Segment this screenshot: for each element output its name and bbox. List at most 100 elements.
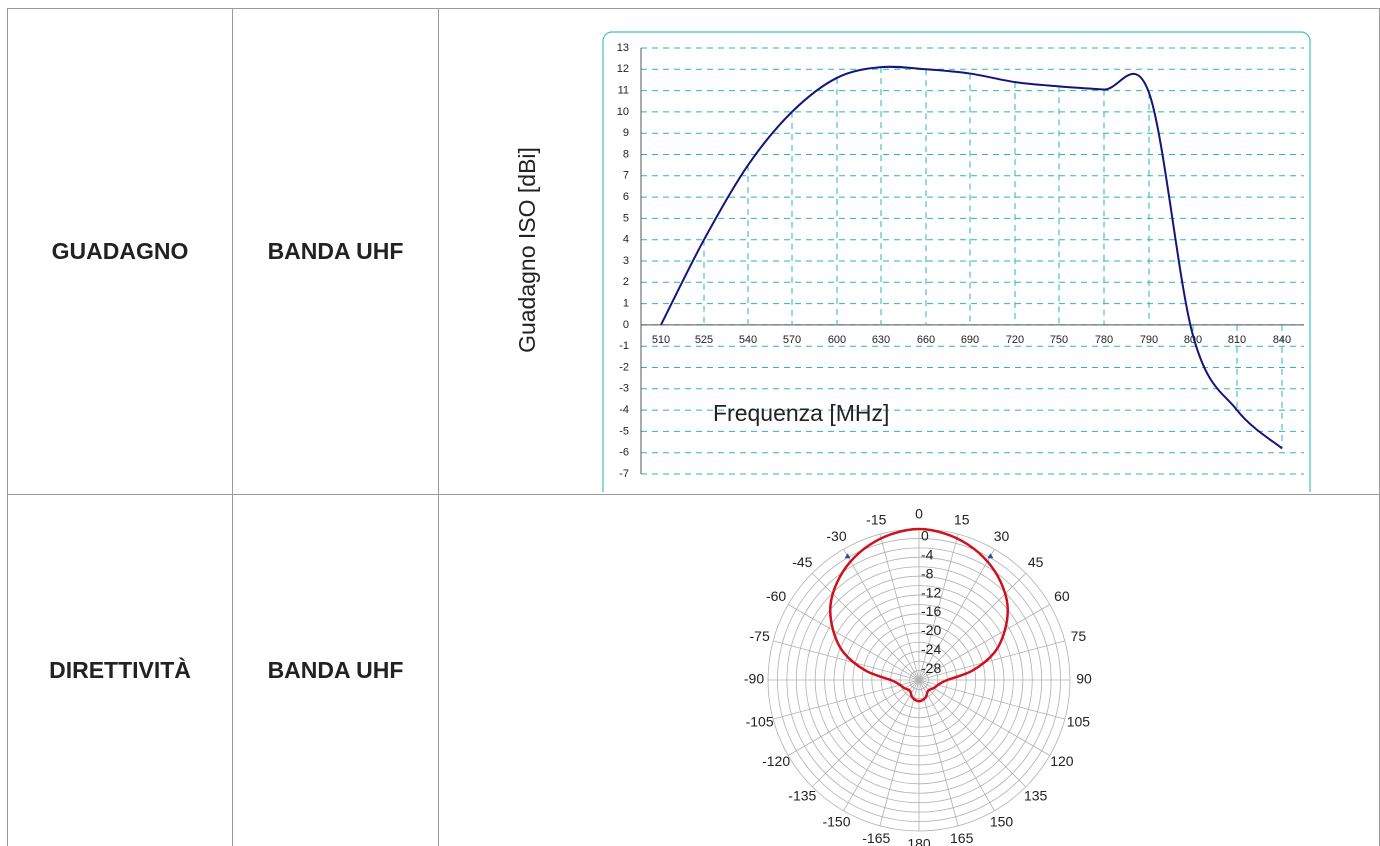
gain-chart-x-ticks: 510 525 540 570 600 630 660 690 720 750 780 790 800 8… <box>652 334 1291 346</box>
polar-grid <box>767 528 1071 832</box>
polar-grid-spoke <box>773 640 920 681</box>
gain-y-tick-label: -3 <box>619 383 629 395</box>
polar-markers <box>844 553 994 559</box>
gain-x-tick-label: 690 <box>961 334 979 346</box>
directivity-polar-chart: 0 153045607590105120135150165180-165-150-… <box>744 506 1092 846</box>
gain-y-tick-label: 7 <box>623 170 629 182</box>
polar-angle-label: 165 <box>950 830 974 846</box>
polar-grid-spoke <box>918 604 1050 681</box>
gain-chart-border <box>602 31 1311 492</box>
polar-radial-label: -20 <box>921 622 941 638</box>
polar-grid-spoke <box>843 679 920 811</box>
gain-x-tick-label: 570 <box>783 334 801 346</box>
polar-grid-spoke <box>773 679 920 720</box>
polar-grid-spoke <box>879 534 920 681</box>
polar-grid-spoke <box>811 679 920 788</box>
polar-angle-label: 105 <box>1067 713 1091 729</box>
gain-x-tick-label: 810 <box>1228 334 1246 346</box>
gain-y-tick-label: -1 <box>619 340 629 352</box>
row-directivity-band: BANDA UHF <box>267 657 404 683</box>
gain-y-tick-label: 6 <box>623 191 629 203</box>
gain-y-tick-label: 1 <box>623 298 629 310</box>
polar-marker <box>987 553 994 559</box>
polar-angle-label: 15 <box>954 511 970 527</box>
polar-angle-label: -30 <box>826 528 846 544</box>
polar-grid-spoke <box>918 679 995 811</box>
gain-chart-grid <box>640 47 1304 475</box>
gain-y-tick-label: 4 <box>623 234 629 246</box>
polar-angle-label: 60 <box>1054 588 1070 604</box>
gain-x-tick-label: 525 <box>695 334 713 346</box>
polar-angle-label: -45 <box>792 554 812 570</box>
gain-y-tick-label: 3 <box>623 255 629 267</box>
gain-y-tick-label: 12 <box>617 63 629 75</box>
polar-angle-label: 135 <box>1024 787 1048 803</box>
polar-angle-label: 120 <box>1050 753 1074 769</box>
polar-angle-label: -90 <box>744 671 764 687</box>
gain-series-line <box>660 65 1283 450</box>
gain-y-tick-label: 2 <box>623 276 629 288</box>
polar-radial-label: 0 <box>921 528 929 544</box>
polar-radial-label: -8 <box>921 565 934 581</box>
table-border-col1 <box>232 8 233 846</box>
gain-x-tick-label: 630 <box>872 334 890 346</box>
polar-grid-spoke <box>918 679 1027 788</box>
polar-angle-label: 150 <box>990 814 1014 830</box>
polar-grid-spoke <box>918 679 959 826</box>
gain-y-tick-label: -5 <box>619 425 629 437</box>
polar-angle-label: 45 <box>1028 554 1044 570</box>
gain-y-tick-label: 5 <box>623 212 629 224</box>
polar-radial-label: -28 <box>921 660 941 676</box>
polar-grid-spoke <box>788 679 920 756</box>
gain-y-tick-label: -4 <box>619 404 629 416</box>
polar-grid-spoke <box>918 549 995 681</box>
polar-angle-label: -150 <box>822 814 850 830</box>
polar-grid-spoke <box>918 534 959 681</box>
polar-grid-spoke <box>918 640 1065 681</box>
row-gain-param: GUADAGNO <box>51 238 189 264</box>
row-gain-band: BANDA UHF <box>267 238 404 264</box>
polar-angle-labels: 0 153045607590105120135150165180-165-150-… <box>744 506 1092 846</box>
gain-y-tick-label: 9 <box>623 127 629 139</box>
table-row-divider <box>7 494 1380 495</box>
gain-y-tick-label: -2 <box>619 361 629 373</box>
polar-grid-spoke <box>918 679 1065 720</box>
table-border-top <box>7 8 1380 9</box>
polar-radial-label: -12 <box>921 584 941 600</box>
table-border-col2 <box>438 8 439 846</box>
gain-x-tick-label: 540 <box>739 334 757 346</box>
polar-angle-label: -60 <box>766 588 786 604</box>
polar-grid-spoke <box>788 604 920 681</box>
polar-angle-label: 90 <box>1076 671 1092 687</box>
polar-grid-spoke <box>918 679 1050 756</box>
polar-angle-label: 75 <box>1071 628 1087 644</box>
polar-grid-spoke <box>918 572 1027 681</box>
polar-radial-label: -24 <box>921 641 941 657</box>
gain-x-tick-label: 800 <box>1184 334 1202 346</box>
polar-angle-label: -135 <box>788 787 816 803</box>
polar-angle-label: 180 <box>907 836 931 846</box>
gain-x-tick-label: 840 <box>1273 334 1291 346</box>
gain-y-tick-label: 13 <box>617 42 629 54</box>
gain-y-tick-label: 8 <box>623 148 629 160</box>
polar-marker <box>844 553 851 559</box>
row-directivity-param: DIRETTIVITÀ <box>49 657 191 683</box>
gain-y-tick-label: 10 <box>617 106 629 118</box>
gain-x-tick-label: 600 <box>828 334 846 346</box>
polar-angle-label: -120 <box>762 753 790 769</box>
gain-chart-x-label: Frequenza [MHz] <box>713 400 889 426</box>
polar-angle-label: -15 <box>866 511 886 527</box>
radiation-pattern-line <box>829 527 1009 703</box>
polar-grid-spoke <box>843 549 920 681</box>
polar-angle-label: 0 <box>915 506 923 522</box>
polar-radial-labels: 0 -4 -8 -12 -16 -20 -24 -28 <box>921 528 941 676</box>
polar-radial-label: -4 <box>921 547 934 563</box>
gain-x-tick-label: 660 <box>917 334 935 346</box>
gain-y-tick-label: 11 <box>618 85 629 97</box>
gain-x-tick-label: 750 <box>1050 334 1068 346</box>
polar-angle-label: -105 <box>746 713 774 729</box>
polar-grid-spoke <box>811 572 920 681</box>
